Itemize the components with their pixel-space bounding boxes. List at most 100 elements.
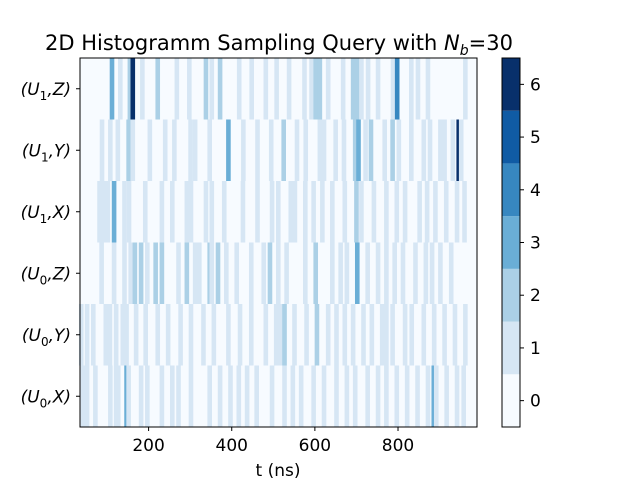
colorbar-tick-label: 5 [530,128,541,148]
heatmap-cell [209,181,215,243]
heatmap-cell [275,181,281,243]
heatmap-cell [400,242,406,304]
heatmap-cell [184,242,190,304]
heatmap-cell [224,242,229,304]
heatmap-cell [209,58,215,120]
heatmap-cell [302,58,307,120]
heatmap-cell [209,242,215,304]
heatmap-cell [292,181,298,243]
heatmap-cell [334,304,339,366]
heatmap-cell [228,365,233,427]
heatmap-cell [234,242,240,304]
heatmap-cell [442,304,447,366]
heatmap-cell [203,58,209,120]
heatmap-cell [153,242,158,304]
heatmap-cell [226,304,231,366]
heatmap-cell [463,58,468,120]
heatmap-cell [356,119,361,181]
plot-frame [79,57,478,428]
heatmap-cell [427,119,433,181]
heatmap-cell [379,304,385,366]
heatmap-cell [392,242,397,304]
heatmap-cell [142,181,148,243]
heatmap-cell [342,304,348,366]
heatmap-cell [292,304,297,366]
heatmap-cell [409,304,415,366]
colorbar-tick-label: 1 [530,339,541,359]
heatmap-cell [394,365,400,427]
heatmap-cell [330,242,335,304]
heatmap-cell [226,119,231,181]
heatmap-cell [78,304,84,366]
heatmap-cell [143,304,148,366]
heatmap-cell [159,181,165,243]
heatmap-cell [188,119,193,181]
heatmap-cell [442,119,447,181]
heatmap-cell [361,304,366,366]
heatmap-cell [431,365,437,427]
heatmap-cell [311,365,316,427]
x-tick-label: 600 [299,436,331,456]
heatmap-cell [165,304,171,366]
colorbar-tick-label: 0 [530,392,541,412]
heatmap-cell [138,365,144,427]
heatmap-cell [126,365,131,427]
heatmap-cell [188,304,194,366]
heatmap-cell [109,58,115,120]
heatmap-cell [115,365,121,427]
heatmap-cell [118,58,123,120]
heatmap-cell [105,181,111,243]
heatmap-cell [130,58,136,120]
heatmap-cell [313,58,319,120]
heatmap-cell [126,181,132,243]
heatmap-cell [384,242,389,304]
colorbar-tick-label: 4 [530,181,541,201]
heatmap-cell [382,119,388,181]
heatmap-cell [221,181,227,243]
heatmap-cell [359,181,364,243]
heatmap-cell [303,181,308,243]
heatmap-cell [309,58,314,120]
title-symbol: N [444,31,460,55]
heatmap-cell [115,119,121,181]
heatmap-cell [162,119,168,181]
heatmap-cell [354,242,360,304]
heatmap-cell [341,119,347,181]
heatmap-cell [433,365,439,427]
colorbar-tick-label: 6 [530,75,541,95]
heatmap-cell [124,304,129,366]
heatmap-cell [365,365,370,427]
x-tick-label: 800 [382,436,414,456]
heatmap-cell [390,119,395,181]
heatmap-cell [394,58,400,120]
heatmap-cell [344,242,350,304]
heatmap-cell [278,304,283,366]
heatmap-cell [268,119,274,181]
y-tick-label: (U1,Y) [22,141,71,164]
heatmap-cell [390,58,396,120]
heatmap-cell [448,242,454,304]
heatmap-cell [433,181,438,243]
heatmap-cell [99,119,105,181]
heatmap-cell [325,58,331,120]
colorbar: 0 1 2 3 4 5 6 [501,57,541,428]
colorbar-segment [502,268,520,322]
colorbar-segment [502,374,520,427]
heatmap-cell [126,119,131,181]
heatmap-cell [273,304,279,366]
y-tick-label: (U1,Z) [21,80,71,103]
heatmap-cell [122,181,127,243]
heatmap-cells [78,58,468,427]
x-tick-label: 200 [132,436,164,456]
heatmap-cell [438,119,443,181]
heatmap-cell [113,304,119,366]
heatmap-cell [275,242,281,304]
colorbar-segment [502,110,520,164]
heatmap-cell [236,365,242,427]
heatmap-cell [108,119,113,181]
heatmap-cell [122,242,127,304]
heatmap-cell [269,365,275,427]
heatmap-cell [269,181,275,243]
heatmap-cell [354,58,360,120]
heatmap-cell [350,58,356,120]
